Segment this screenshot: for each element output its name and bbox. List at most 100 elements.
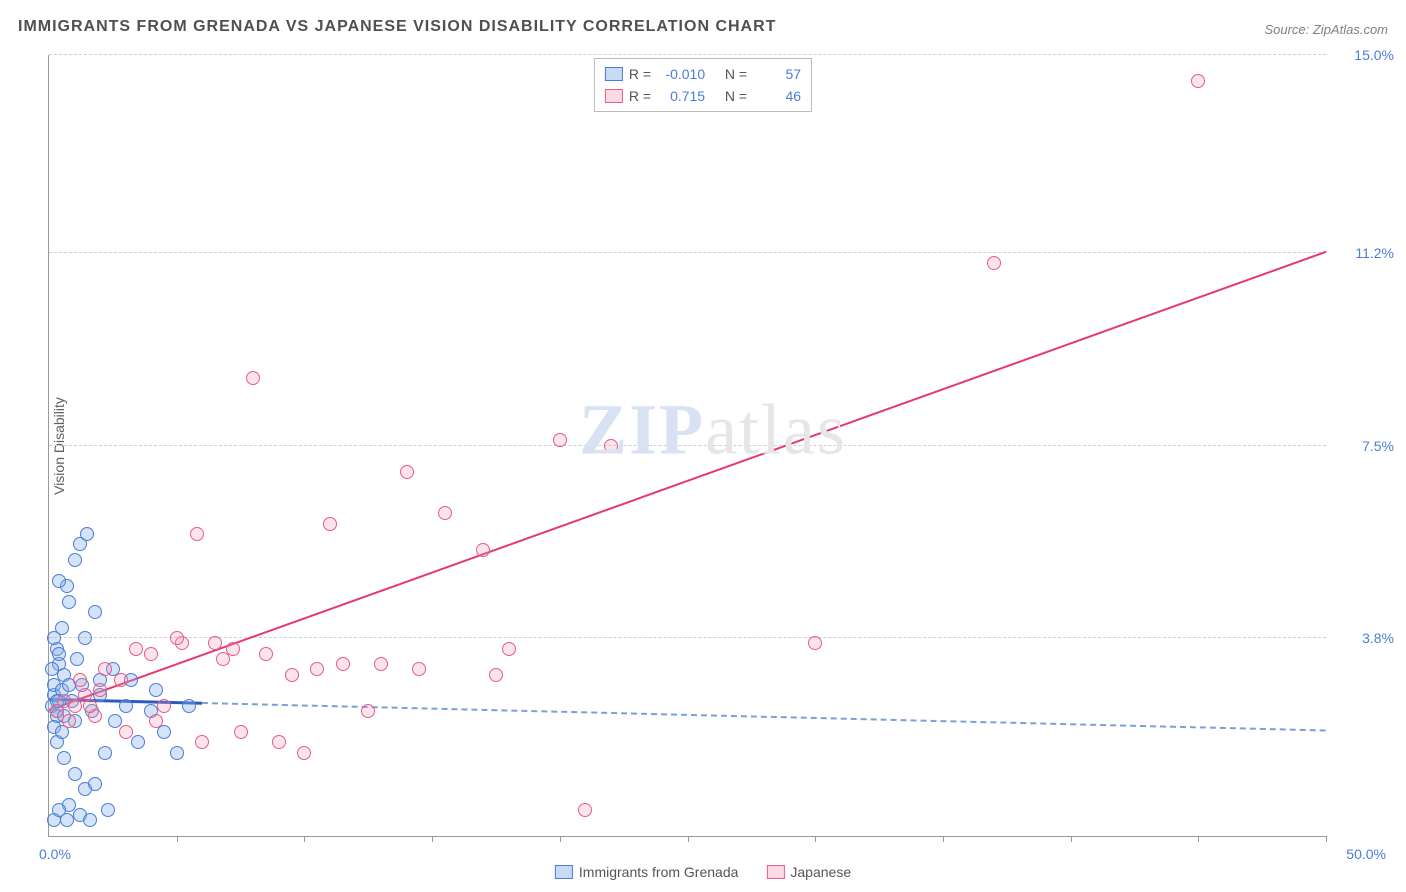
watermark: ZIPatlas [579, 388, 847, 471]
data-point-pink [68, 699, 82, 713]
data-point-pink [374, 657, 388, 671]
data-point-blue [119, 699, 133, 713]
x-axis-end-label: 50.0% [1346, 846, 1386, 862]
data-point-pink [157, 699, 171, 713]
legend-label-1: Japanese [790, 864, 851, 880]
gridline-h [49, 252, 1326, 253]
data-point-pink [361, 704, 375, 718]
data-point-pink [190, 527, 204, 541]
x-tick [304, 836, 305, 842]
watermark-bold: ZIP [579, 389, 705, 469]
chart-title: IMMIGRANTS FROM GRENADA VS JAPANESE VISI… [18, 18, 776, 36]
series-legend: Immigrants from Grenada Japanese [555, 864, 851, 880]
r-value-1: 0.715 [657, 85, 705, 107]
data-point-pink [129, 642, 143, 656]
stats-row-series-1: R = 0.715 N = 46 [605, 85, 801, 107]
data-point-pink [336, 657, 350, 671]
data-point-pink [412, 662, 426, 676]
n-value-0: 57 [753, 63, 801, 85]
data-point-blue [170, 746, 184, 760]
data-point-blue [101, 803, 115, 817]
trendline-pink [49, 251, 1327, 711]
data-point-pink [119, 725, 133, 739]
n-value-1: 46 [753, 85, 801, 107]
data-point-blue [68, 553, 82, 567]
data-point-blue [182, 699, 196, 713]
source-attribution: Source: ZipAtlas.com [1264, 22, 1388, 37]
data-point-pink [297, 746, 311, 760]
x-tick [1198, 836, 1199, 842]
data-point-pink [578, 803, 592, 817]
data-point-blue [70, 652, 84, 666]
data-point-pink [208, 636, 222, 650]
gridline-h [49, 445, 1326, 446]
data-point-blue [83, 813, 97, 827]
data-point-pink [93, 683, 107, 697]
data-point-pink [98, 662, 112, 676]
y-tick-label: 11.2% [1334, 245, 1394, 261]
data-point-pink [808, 636, 822, 650]
x-tick [1071, 836, 1072, 842]
data-point-blue [52, 574, 66, 588]
x-axis-start-label: 0.0% [39, 846, 71, 862]
data-point-pink [553, 433, 567, 447]
data-point-pink [476, 543, 490, 557]
data-point-pink [400, 465, 414, 479]
data-point-pink [285, 668, 299, 682]
data-point-blue [62, 595, 76, 609]
data-point-pink [216, 652, 230, 666]
data-point-pink [323, 517, 337, 531]
scatter-plot-area: ZIPatlas 0.0% 50.0% 3.8%7.5%11.2%15.0% [48, 55, 1326, 837]
x-tick [1326, 836, 1327, 842]
data-point-blue [55, 621, 69, 635]
y-tick-label: 15.0% [1334, 47, 1394, 63]
x-tick [688, 836, 689, 842]
data-point-pink [234, 725, 248, 739]
r-value-0: -0.010 [657, 63, 705, 85]
gridline-h [49, 637, 1326, 638]
swatch-blue-icon [605, 67, 623, 81]
x-tick [177, 836, 178, 842]
n-label: N = [725, 85, 747, 107]
data-point-blue [57, 751, 71, 765]
data-point-pink [195, 735, 209, 749]
r-label: R = [629, 85, 651, 107]
correlation-stats-box: R = -0.010 N = 57 R = 0.715 N = 46 [594, 58, 812, 112]
legend-label-0: Immigrants from Grenada [579, 864, 739, 880]
x-tick [560, 836, 561, 842]
swatch-pink-icon [605, 89, 623, 103]
swatch-pink-icon [766, 865, 784, 879]
data-point-pink [144, 647, 158, 661]
gridline-h [49, 54, 1326, 55]
data-point-blue [88, 605, 102, 619]
data-point-pink [73, 673, 87, 687]
data-point-blue [78, 631, 92, 645]
data-point-pink [259, 647, 273, 661]
r-label: R = [629, 63, 651, 85]
data-point-blue [52, 647, 66, 661]
data-point-pink [502, 642, 516, 656]
data-point-pink [438, 506, 452, 520]
data-point-blue [131, 735, 145, 749]
data-point-pink [246, 371, 260, 385]
x-tick [943, 836, 944, 842]
x-tick [432, 836, 433, 842]
data-point-pink [987, 256, 1001, 270]
data-point-pink [604, 439, 618, 453]
data-point-pink [489, 668, 503, 682]
n-label: N = [725, 63, 747, 85]
data-point-blue [149, 683, 163, 697]
y-tick-label: 7.5% [1334, 438, 1394, 454]
y-tick-label: 3.8% [1334, 630, 1394, 646]
data-point-blue [88, 777, 102, 791]
data-point-pink [170, 631, 184, 645]
data-point-pink [83, 699, 97, 713]
swatch-blue-icon [555, 865, 573, 879]
data-point-pink [62, 714, 76, 728]
data-point-blue [45, 662, 59, 676]
data-point-pink [114, 673, 128, 687]
data-point-pink [149, 714, 163, 728]
legend-item-1: Japanese [766, 864, 851, 880]
legend-item-0: Immigrants from Grenada [555, 864, 739, 880]
x-tick [815, 836, 816, 842]
